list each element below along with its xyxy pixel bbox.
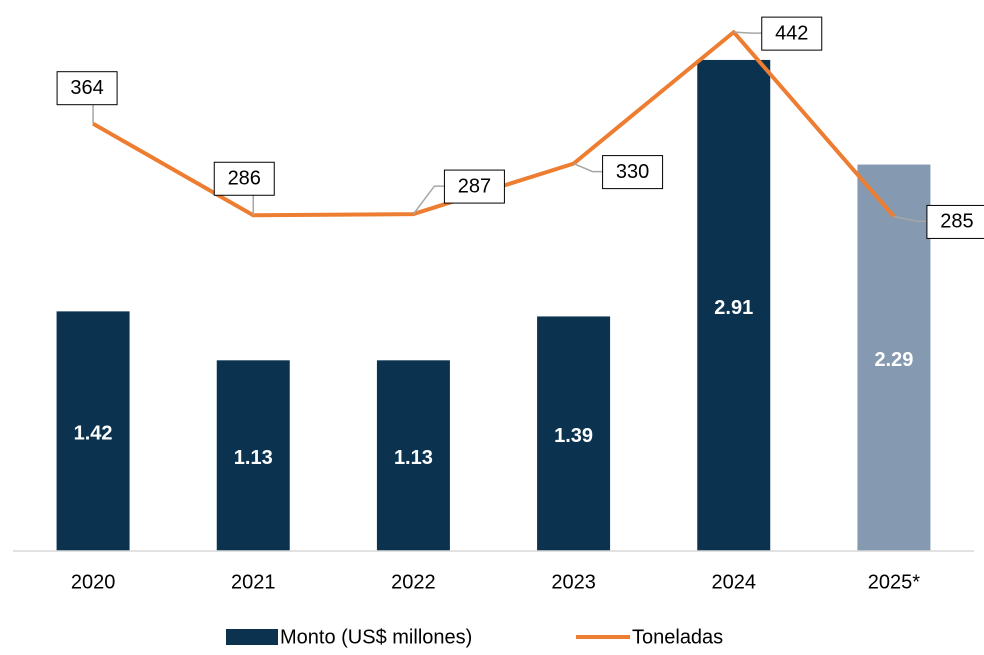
line-value-label: 287	[458, 175, 491, 197]
bar-value-label: 1.39	[554, 425, 593, 447]
line-value-label: 364	[70, 77, 103, 99]
bar	[216, 360, 290, 551]
label-box	[602, 155, 664, 190]
line-value-label: 442	[775, 22, 808, 44]
label-leader	[733, 31, 762, 34]
bar	[56, 311, 130, 551]
label-box	[213, 161, 275, 196]
bar-value-label: 1.13	[234, 447, 273, 469]
line-value-label: 285	[940, 211, 973, 233]
x-tick-label: 2023	[551, 571, 596, 593]
x-tick-label: 2021	[231, 571, 276, 593]
label-box	[56, 71, 118, 106]
label-box	[926, 204, 984, 239]
legend-label: Toneladas	[632, 626, 723, 648]
bar-value-label: 2.91	[714, 297, 753, 319]
x-tick-label: 2022	[391, 571, 436, 593]
label-leader	[87, 102, 94, 124]
bar	[376, 360, 450, 551]
legend-label: Monto (US$ millones)	[280, 626, 472, 648]
legend-swatch	[226, 629, 278, 645]
x-tick-label: 2020	[71, 571, 116, 593]
bar	[857, 164, 931, 551]
bar	[537, 316, 611, 551]
x-tick-label: 2024	[712, 571, 757, 593]
line-value-label: 286	[228, 168, 261, 190]
x-tick-label: 2025*	[868, 571, 920, 593]
bar-value-label: 1.42	[74, 422, 113, 444]
bar-value-label: 2.29	[874, 349, 913, 371]
label-leader	[893, 215, 927, 223]
label-leader	[412, 185, 445, 215]
bar-value-label: 1.13	[394, 447, 433, 469]
label-leader	[573, 162, 603, 173]
label-box	[761, 16, 823, 51]
label-box	[443, 169, 505, 204]
line-value-label: 330	[616, 161, 649, 183]
bar	[697, 59, 771, 551]
